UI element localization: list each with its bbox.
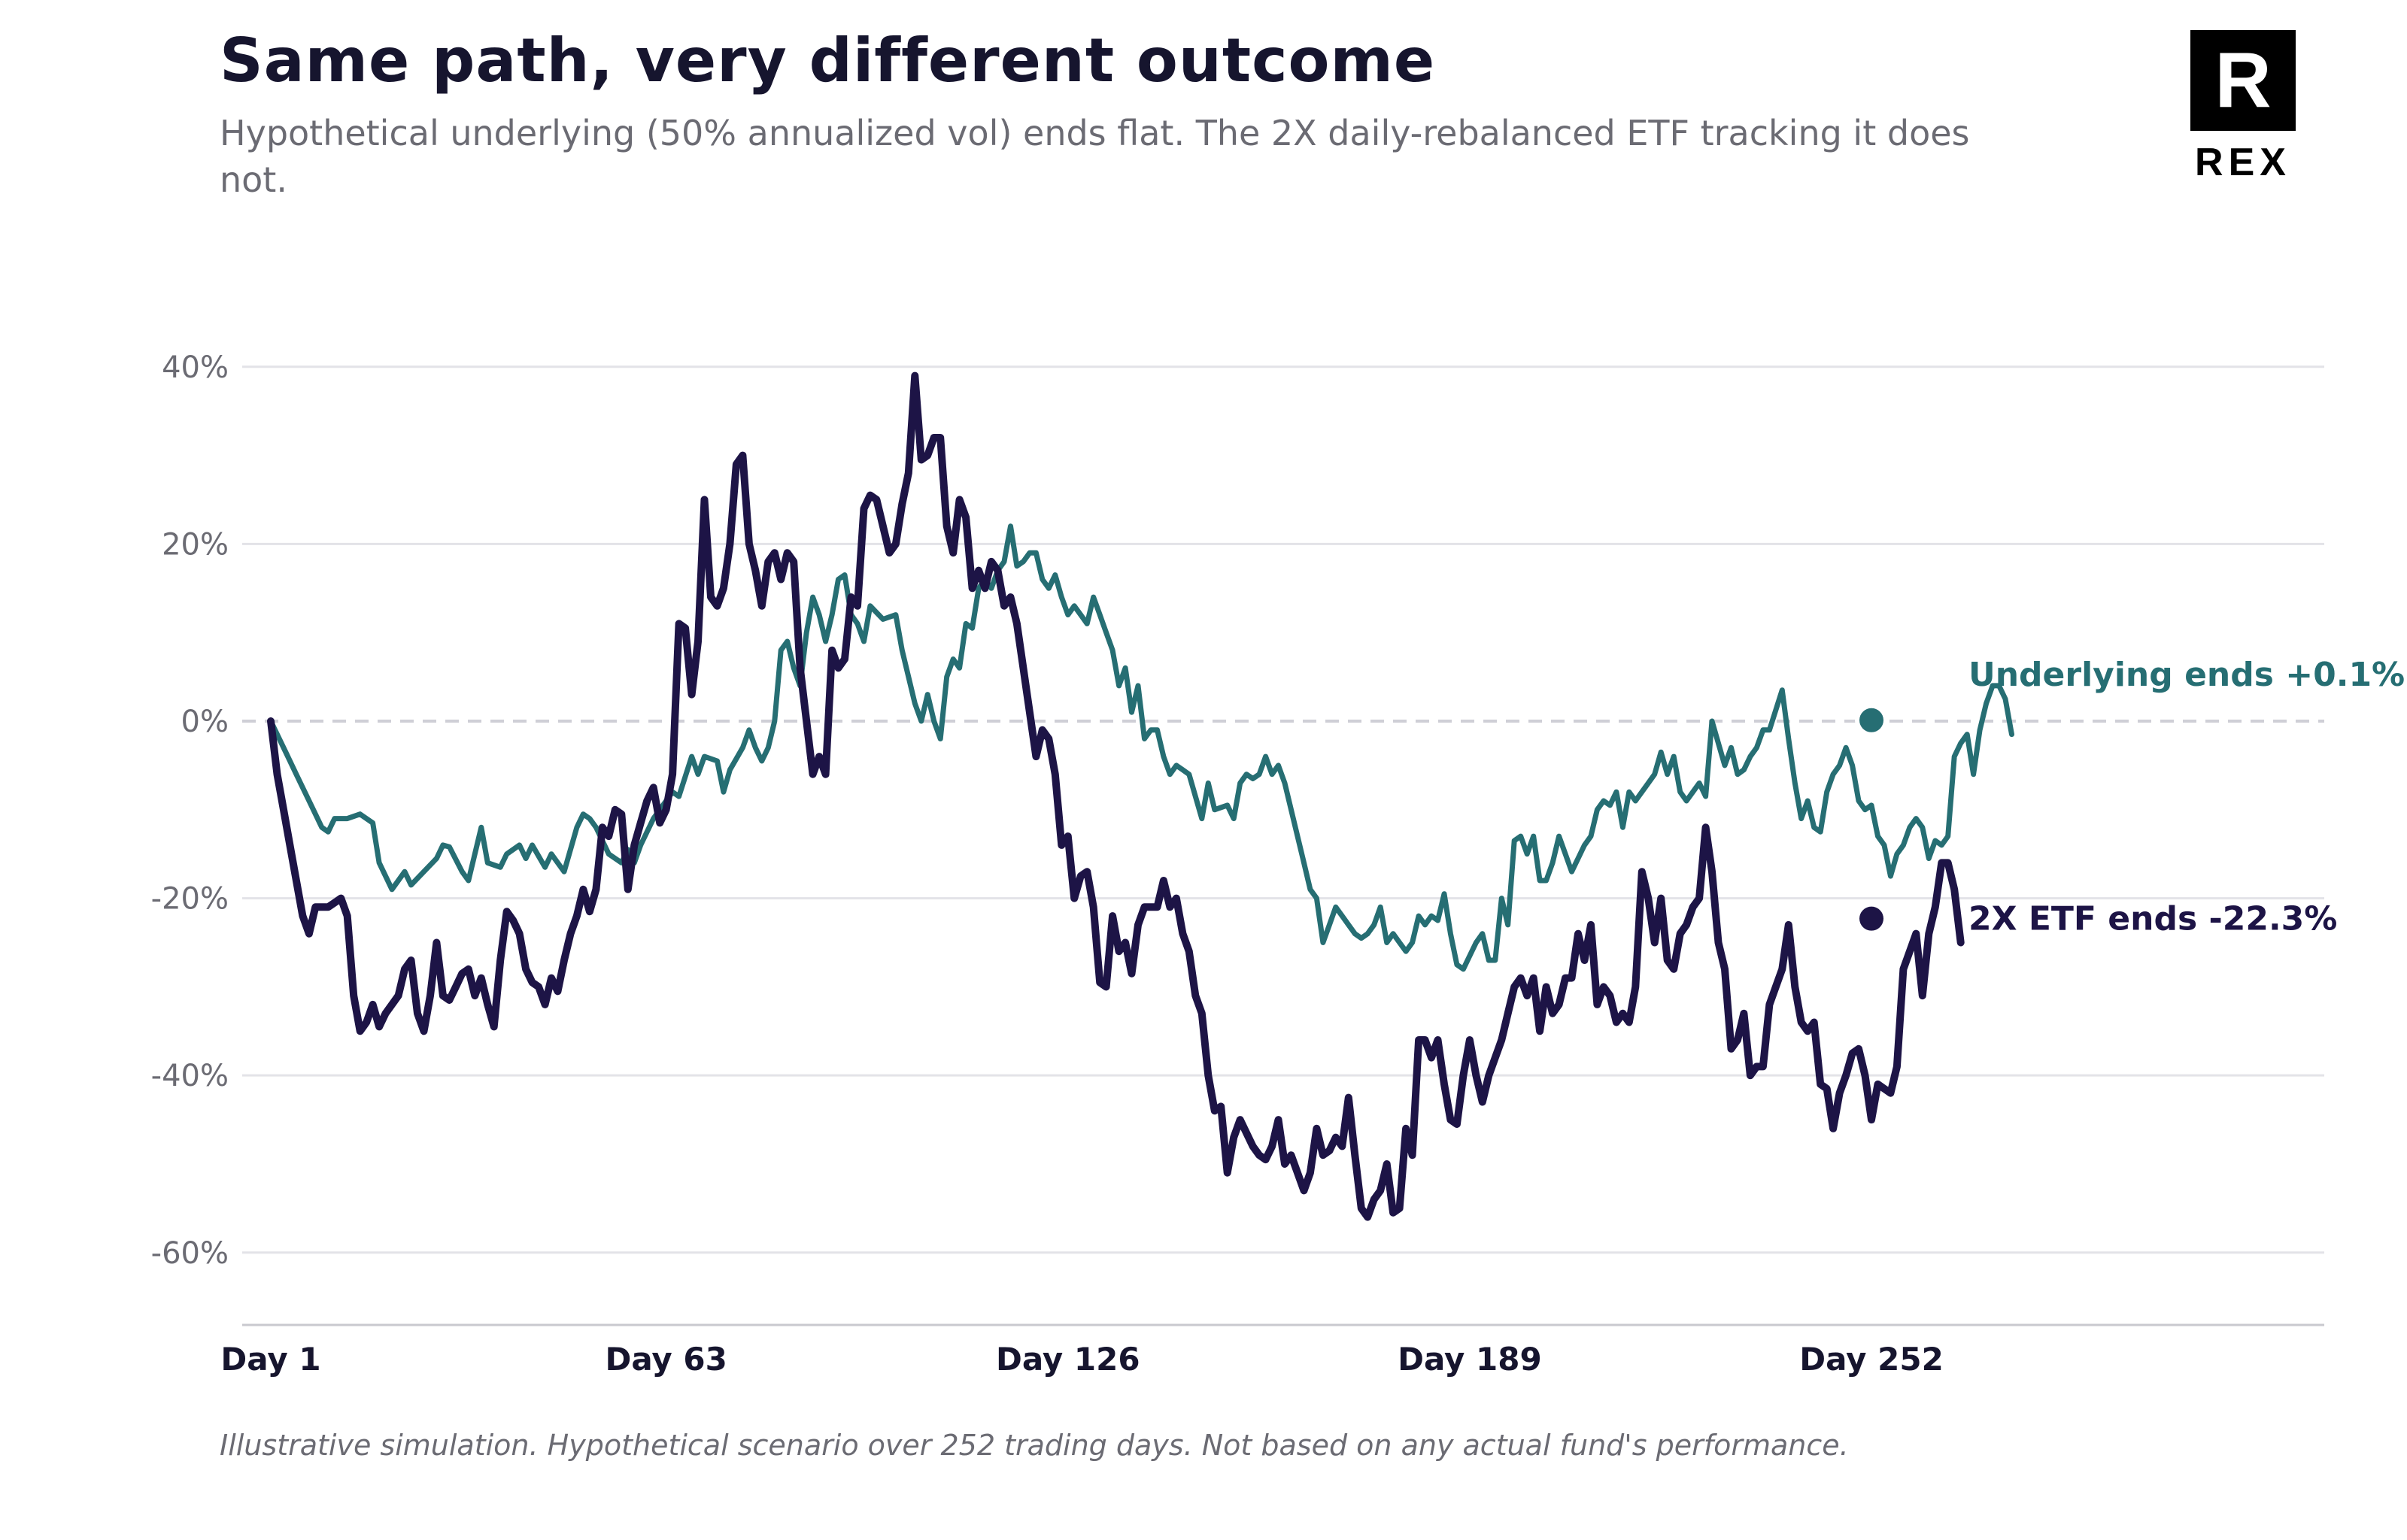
chart-subtitle: Hypothetical underlying (50% annualized … — [220, 113, 1970, 200]
etf-end-label: 2X ETF ends -22.3% — [1968, 900, 2337, 938]
underlying-end-marker — [1859, 708, 1883, 732]
underlying-series-line — [268, 523, 2014, 972]
etf-series-line — [267, 371, 1965, 1221]
x-tick-label: Day 252 — [1799, 1341, 1944, 1378]
gridlines — [242, 365, 2324, 1254]
series-lines — [267, 371, 2014, 1221]
y-tick-label: -40% — [151, 1059, 229, 1093]
underlying-end-label: Underlying ends +0.1% — [1968, 656, 2405, 694]
y-tick-label: 20% — [162, 527, 229, 562]
x-tick-label: Day 1 — [220, 1341, 320, 1378]
y-tick-label: 40% — [162, 350, 229, 385]
y-tick-label: -20% — [151, 882, 229, 917]
x-tick-label: Day 189 — [1398, 1341, 1542, 1378]
logo-wordmark: REX — [2195, 141, 2291, 184]
y-tick-label: -60% — [151, 1236, 229, 1271]
y-tick-label: 0% — [181, 705, 229, 739]
chart-title: Same path, very different outcome — [220, 26, 1436, 95]
x-tick-label: Day 126 — [996, 1341, 1140, 1378]
footnote: Illustrative simulation. Hypothetical sc… — [220, 1429, 1849, 1462]
end-labels: Underlying ends +0.1% 2X ETF ends -22.3% — [1855, 656, 2405, 938]
rex-logo: R REX — [2190, 30, 2296, 188]
axes: 40% 20% 0% -20% -40% -60% Day 1 Day 63 Day 126 Da… — [151, 350, 2324, 1378]
logo-mark-box: R — [2190, 30, 2296, 131]
etf-end-marker — [1859, 906, 1883, 931]
logo-mark-letter: R — [2214, 37, 2272, 124]
x-tick-label: Day 63 — [605, 1341, 727, 1378]
